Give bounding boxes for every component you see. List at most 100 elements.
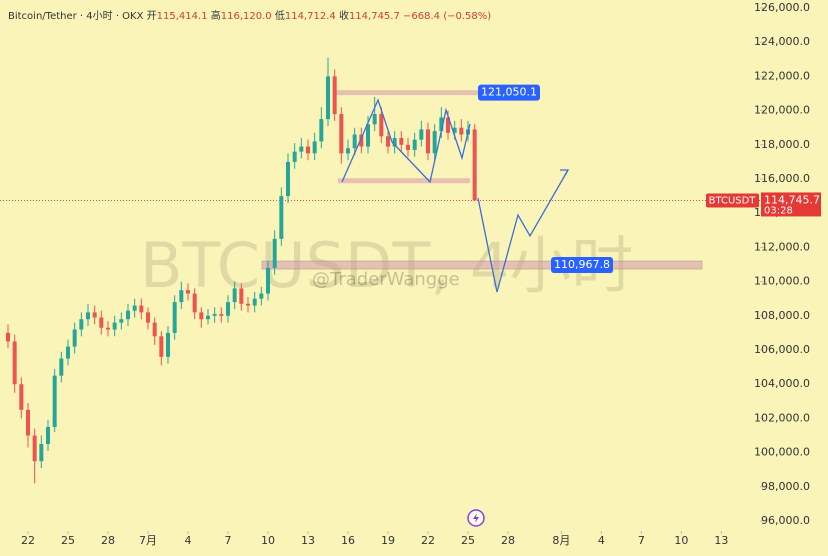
high-label: 高 (211, 9, 221, 22)
candle-body (379, 114, 384, 137)
x-tick-label: 25 (61, 534, 75, 547)
candle-body (32, 435, 37, 462)
candle-body (246, 303, 250, 306)
candle-body (472, 129, 477, 201)
candle-body (252, 298, 257, 306)
candle-body (299, 146, 304, 152)
low-label: 低 (275, 9, 285, 22)
candle-body (432, 131, 437, 154)
candle-body (86, 312, 90, 320)
candle-body (286, 161, 290, 197)
y-tick-label: 110,000.0 (754, 275, 810, 288)
price-tag (551, 257, 613, 274)
candle-body (79, 319, 84, 330)
plot-layer (0, 7, 764, 534)
y-tick-label: 104,000.0 (754, 377, 810, 390)
candle-body (372, 114, 377, 125)
candle-body (339, 114, 344, 154)
y-tick-label: 102,000.0 (754, 411, 810, 424)
x-tick-label: 4 (185, 534, 192, 547)
x-tick-label: 16 (341, 534, 355, 547)
candle-body (406, 144, 410, 150)
y-tick-label: 118,000.0 (754, 138, 810, 151)
candle-body (352, 134, 357, 149)
candle-body (152, 322, 157, 337)
candle-body (272, 238, 277, 268)
candle-body (19, 384, 24, 410)
candle-body (412, 139, 417, 150)
candle-body (12, 341, 17, 385)
candle-body (219, 314, 224, 316)
candle-body (326, 76, 330, 120)
candle-body (99, 317, 104, 328)
price-tag (478, 84, 540, 101)
price-tag-label: 121,050.1 (481, 86, 537, 99)
close-value: 114,745.7 (349, 11, 400, 22)
symbol-tag-label: BTCUSDT (709, 195, 757, 206)
candle-body (446, 117, 450, 133)
candle-body (266, 267, 270, 294)
candle-body (6, 332, 10, 342)
x-tick-label: 22 (421, 534, 435, 547)
candle-body (319, 119, 324, 142)
candle-body (112, 322, 117, 330)
candle-body (172, 302, 177, 333)
x-tick-label: 13 (301, 534, 315, 547)
candle-body (139, 305, 144, 313)
y-tick-label: 98,000.0 (761, 480, 810, 493)
drawn-pattern (341, 98, 471, 184)
x-tick-label: 7月 (139, 534, 157, 547)
y-tick-label: 120,000.0 (754, 104, 810, 117)
x-tick-label: 7 (638, 534, 645, 547)
x-tick-label: 7 (225, 534, 232, 547)
countdown-label: 03:28 (764, 205, 793, 216)
projection-path (477, 169, 569, 293)
candle-body (292, 151, 297, 162)
candle-body (419, 129, 424, 140)
y-tick-label: 112,000.0 (754, 240, 810, 253)
candle-body (206, 315, 210, 320)
x-tick-label: 4 (598, 534, 605, 547)
candle-body (232, 288, 237, 303)
candle-body (126, 310, 130, 320)
candle-body (359, 134, 364, 147)
candle-body (52, 375, 57, 427)
handle-watermark: @TraderWangge (312, 269, 460, 290)
candle-body (239, 288, 244, 304)
range-floor-band (338, 178, 470, 184)
event-icon (467, 509, 485, 527)
candle-body (119, 319, 124, 323)
candle-body (392, 137, 397, 147)
candle-body (39, 444, 44, 462)
y-tick-label: 108,000.0 (754, 309, 810, 322)
candle-body (192, 293, 197, 313)
change-value: −668.4 (−0.58%) (403, 11, 491, 22)
candle-body (212, 314, 217, 316)
candle-body (306, 146, 310, 154)
candle-body (279, 196, 284, 239)
x-tick-label: 10 (261, 534, 275, 547)
y-tick-label: 106,000.0 (754, 343, 810, 356)
projection-arrowhead (560, 169, 570, 178)
resistance-band (333, 90, 478, 96)
y-tick-label: 100,000.0 (754, 446, 810, 459)
y-tick-label: 96,000.0 (761, 514, 810, 527)
candle-body (452, 127, 457, 133)
high-value: 116,120.0 (221, 11, 272, 22)
symbol: Bitcoin/Tether · 4小时 · OKX (8, 10, 144, 22)
x-tick-label: 25 (461, 534, 475, 547)
candle-body (399, 137, 404, 145)
header: Bitcoin/Tether · 4小时 · OKX 开115,414.1 高1… (8, 9, 491, 22)
candle-body (146, 312, 150, 323)
candle-body (59, 358, 64, 376)
close-label: 收 (339, 9, 349, 22)
candle-body (439, 117, 444, 132)
candle-body (106, 327, 110, 330)
candle-body (159, 336, 164, 357)
candle-body (66, 346, 70, 359)
candle-body (346, 148, 350, 154)
x-tick-label: 13 (714, 534, 728, 547)
x-tick-label: 28 (101, 534, 115, 547)
candle-body (132, 305, 137, 311)
x-tick-label: 8月 (552, 534, 570, 547)
